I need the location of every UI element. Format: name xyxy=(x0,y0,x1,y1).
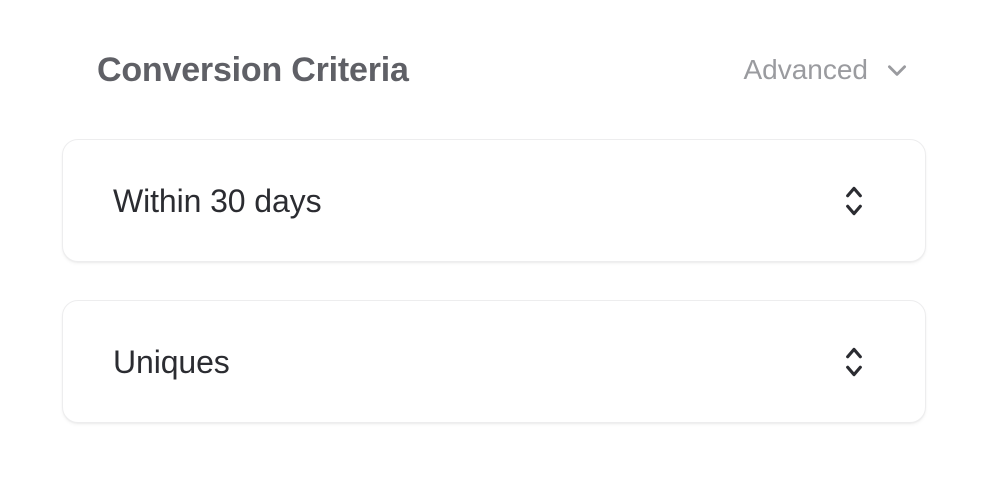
stepper-chevrons-icon[interactable] xyxy=(841,342,867,382)
chevron-down-icon xyxy=(884,57,910,83)
conversion-window-value: Within 30 days xyxy=(113,182,322,219)
conversion-window-select[interactable]: Within 30 days xyxy=(62,139,926,262)
advanced-label: Advanced xyxy=(743,54,868,85)
conversion-counting-value: Uniques xyxy=(113,343,230,380)
panel-header: Conversion Criteria Advanced xyxy=(62,46,926,94)
stepper-chevrons-icon[interactable] xyxy=(841,181,867,221)
conversion-counting-select[interactable]: Uniques xyxy=(62,300,926,423)
advanced-toggle[interactable]: Advanced xyxy=(743,56,926,84)
page-title: Conversion Criteria xyxy=(97,51,409,89)
